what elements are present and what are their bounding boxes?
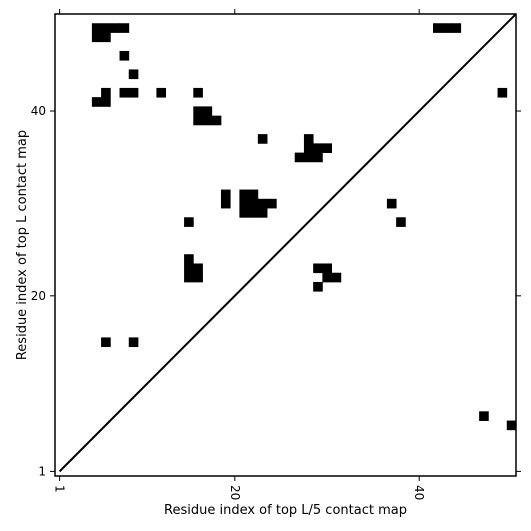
x-tick-label: 20 [228, 485, 242, 500]
y-tick-label: 1 [38, 464, 46, 478]
contact-cell [184, 263, 194, 274]
contact-cell [128, 337, 139, 348]
contact-cell [202, 115, 213, 126]
contact-cell [239, 208, 250, 218]
contact-cell [110, 23, 120, 33]
contact-cell [396, 217, 406, 227]
contact-cell [239, 189, 250, 200]
contact-cell [248, 198, 259, 209]
contact-cell [331, 272, 342, 283]
y-axis-label: Residue index of top L contact map [15, 130, 30, 360]
contact-cell [119, 87, 130, 98]
contact-cell [294, 152, 305, 163]
contact-cell [239, 198, 250, 209]
contact-cell [156, 87, 167, 98]
plot-frame [54, 13, 517, 477]
contact-cell [257, 134, 268, 144]
contact-cell [248, 189, 259, 200]
contact-cell [322, 143, 332, 153]
contact-cells [91, 23, 517, 431]
contact-cell [303, 134, 314, 144]
contact-cell [101, 337, 111, 348]
contact-cell [101, 32, 111, 43]
y-tick-label: 20 [31, 289, 46, 303]
contact-cell [451, 23, 462, 33]
contact-cell [184, 272, 194, 283]
x-tick-label: 40 [412, 485, 426, 500]
axis-ticks: 1 20 40 1 20 40 [31, 9, 521, 500]
x-axis-label: Residue index of top L/5 contact map [164, 503, 407, 518]
contact-cell [184, 254, 194, 264]
contact-cell [220, 189, 231, 200]
contact-cell [193, 263, 203, 274]
contact-cell [119, 50, 130, 61]
contact-cell [101, 97, 111, 107]
contact-cell [101, 87, 111, 98]
diagonal-line [58, 13, 517, 473]
contact-cell [193, 115, 203, 126]
contact-cell [119, 23, 130, 33]
contact-cell [303, 152, 314, 163]
contact-cell [386, 198, 397, 209]
contact-cell [433, 23, 443, 33]
contact-cell [497, 87, 508, 98]
contact-cell [442, 23, 452, 33]
contact-cell [248, 208, 259, 218]
contact-cell [128, 69, 139, 80]
contact-cell [184, 217, 194, 227]
contact-cell [193, 87, 203, 98]
contact-cell [101, 23, 111, 33]
contact-cell [128, 87, 139, 98]
contact-cell [303, 143, 314, 153]
contact-cell [313, 263, 323, 274]
contact-cell [91, 97, 102, 107]
contact-cell [322, 263, 332, 274]
contact-cell [322, 272, 332, 283]
contact-cell [91, 32, 102, 43]
y-tick-label: 40 [31, 104, 46, 118]
contact-cell [313, 281, 323, 292]
contact-cell [313, 152, 323, 163]
contact-cell [257, 198, 268, 209]
contact-cell [220, 198, 231, 209]
contact-cell [479, 411, 489, 421]
contact-cell [202, 106, 213, 117]
contact-cell [313, 143, 323, 153]
contact-cell [193, 272, 203, 283]
contact-cell [267, 198, 277, 209]
contact-cell [91, 23, 102, 33]
contact-cell [257, 208, 268, 218]
contact-cell [211, 115, 222, 126]
contact-cell [193, 106, 203, 117]
contact-cell [506, 420, 517, 431]
x-tick-label: 1 [53, 485, 67, 493]
